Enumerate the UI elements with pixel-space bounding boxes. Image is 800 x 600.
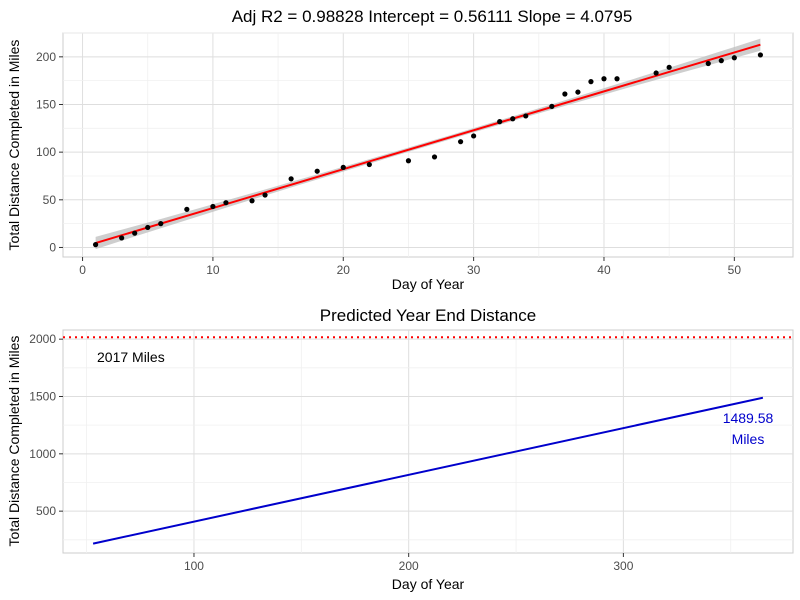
target-distance-label: 2017 Miles [97,349,165,365]
prediction-series-line [92,396,764,545]
regression-gridlines [63,32,793,257]
fit-line [95,43,761,245]
data-point [366,161,372,168]
data-point [223,200,229,206]
y-tick-label: 100 [36,145,56,159]
regression-data-points [92,52,764,248]
data-point [471,133,477,139]
prediction-plot-panel [62,329,794,554]
regression-chart: Adj R2 = 0.98828 Intercept = 0.56111 Slo… [6,7,794,292]
regression-fit-line [95,43,761,245]
y-tick-label: 150 [36,97,56,111]
data-point [145,224,151,231]
x-tick-label: 10 [206,263,220,277]
y-tick-label: 1500 [29,389,56,403]
data-point [705,60,711,67]
data-point [431,154,438,160]
data-point [314,168,320,174]
data-point [601,76,607,82]
data-point [562,91,568,97]
x-tick-label: 300 [613,559,633,573]
prediction-gridlines [63,330,793,553]
data-point [340,164,346,170]
regression-x-ticks: 0 10 20 30 40 50 [79,257,741,277]
predicted-unit-label: Miles [732,431,765,447]
x-tick-label: 30 [467,263,481,277]
prediction-chart-title: Predicted Year End Distance [320,306,536,325]
x-tick-label: 20 [337,263,351,277]
predicted-value-label: 1489.58 [723,410,774,426]
data-point [262,192,268,198]
data-point [731,55,737,61]
prediction-x-axis-title: Day of Year [392,576,465,592]
prediction-y-ticks: 500 1000 1500 2000 [29,332,63,518]
data-point [132,230,138,236]
data-point [184,206,190,212]
regression-chart-title: Adj R2 = 0.98828 Intercept = 0.56111 Slo… [232,7,633,26]
x-tick-label: 40 [597,263,611,277]
prediction-chart: Predicted Year End Distance 100 200 300 50… [6,306,794,592]
data-point [249,198,255,204]
data-point [497,119,503,125]
prediction-line [92,396,764,545]
y-tick-label: 50 [43,193,57,207]
y-tick-label: 200 [36,50,56,64]
data-point [405,158,412,164]
x-tick-label: 200 [399,559,419,573]
y-tick-label: 2000 [29,332,56,346]
data-point [614,76,620,82]
data-point [588,79,594,85]
regression-y-ticks: 0 50 100 150 200 [36,50,63,254]
y-tick-label: 500 [36,504,56,518]
data-point [510,116,516,122]
data-point [575,89,581,95]
data-point [757,52,764,58]
data-point [653,70,659,76]
data-point [158,221,164,227]
data-point [92,242,99,248]
prediction-y-axis-title: Total Distance Completed in Miles [6,336,22,547]
data-point [718,58,724,64]
regression-x-axis-title: Day of Year [392,276,465,292]
data-point [210,203,216,210]
y-tick-label: 1000 [29,447,56,461]
x-tick-label: 50 [728,263,742,277]
data-point [119,235,125,241]
data-point [457,139,464,145]
regression-y-axis-title: Total Distance Completed in Miles [6,40,22,251]
data-point [666,64,672,70]
x-tick-label: 0 [79,263,86,277]
data-point [288,176,294,182]
y-tick-label: 0 [49,240,56,254]
data-point [523,113,529,119]
prediction-x-ticks: 100 200 300 [184,553,634,573]
data-point [549,103,555,109]
x-tick-label: 100 [184,559,204,573]
